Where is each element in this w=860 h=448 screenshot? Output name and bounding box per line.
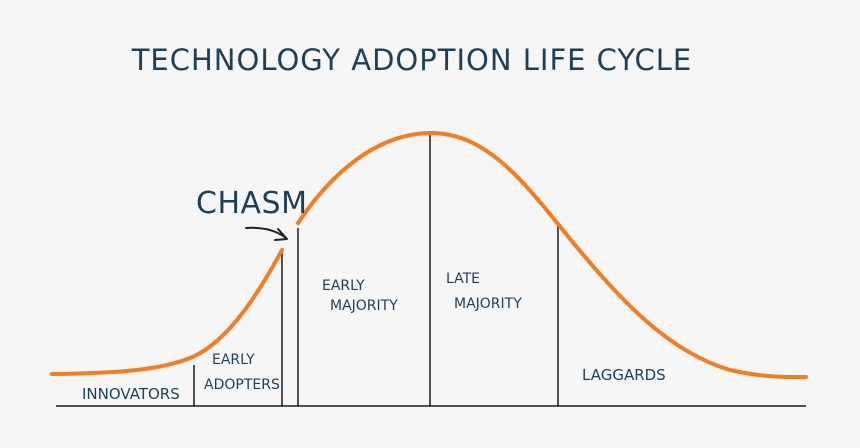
adoption-curve-left — [50, 248, 284, 376]
segment-label-laggards: LAGGARDS — [582, 366, 666, 384]
diagram-title: TECHNOLOGY ADOPTION LIFE CYCLE — [131, 43, 693, 77]
segment-label-early-majority-line1: EARLY — [322, 278, 365, 294]
segment-label-late-majority-line1: LATE — [446, 271, 480, 287]
segment-label-late-majority-line2: MAJORITY — [454, 296, 522, 312]
segment-label-early-adopters-line2: ADOPTERS — [204, 377, 280, 393]
segment-label-innovators: INNOVATORS — [82, 385, 180, 403]
chasm-arrow-icon — [245, 226, 287, 239]
chasm-arrowhead-icon — [274, 228, 288, 241]
segment-label-early-majority-line2: MAJORITY — [330, 298, 398, 314]
chasm-label: CHASM — [196, 186, 307, 221]
segment-label-early-adopters-line1: EARLY — [212, 352, 255, 368]
adoption-curve-right — [296, 130, 808, 380]
